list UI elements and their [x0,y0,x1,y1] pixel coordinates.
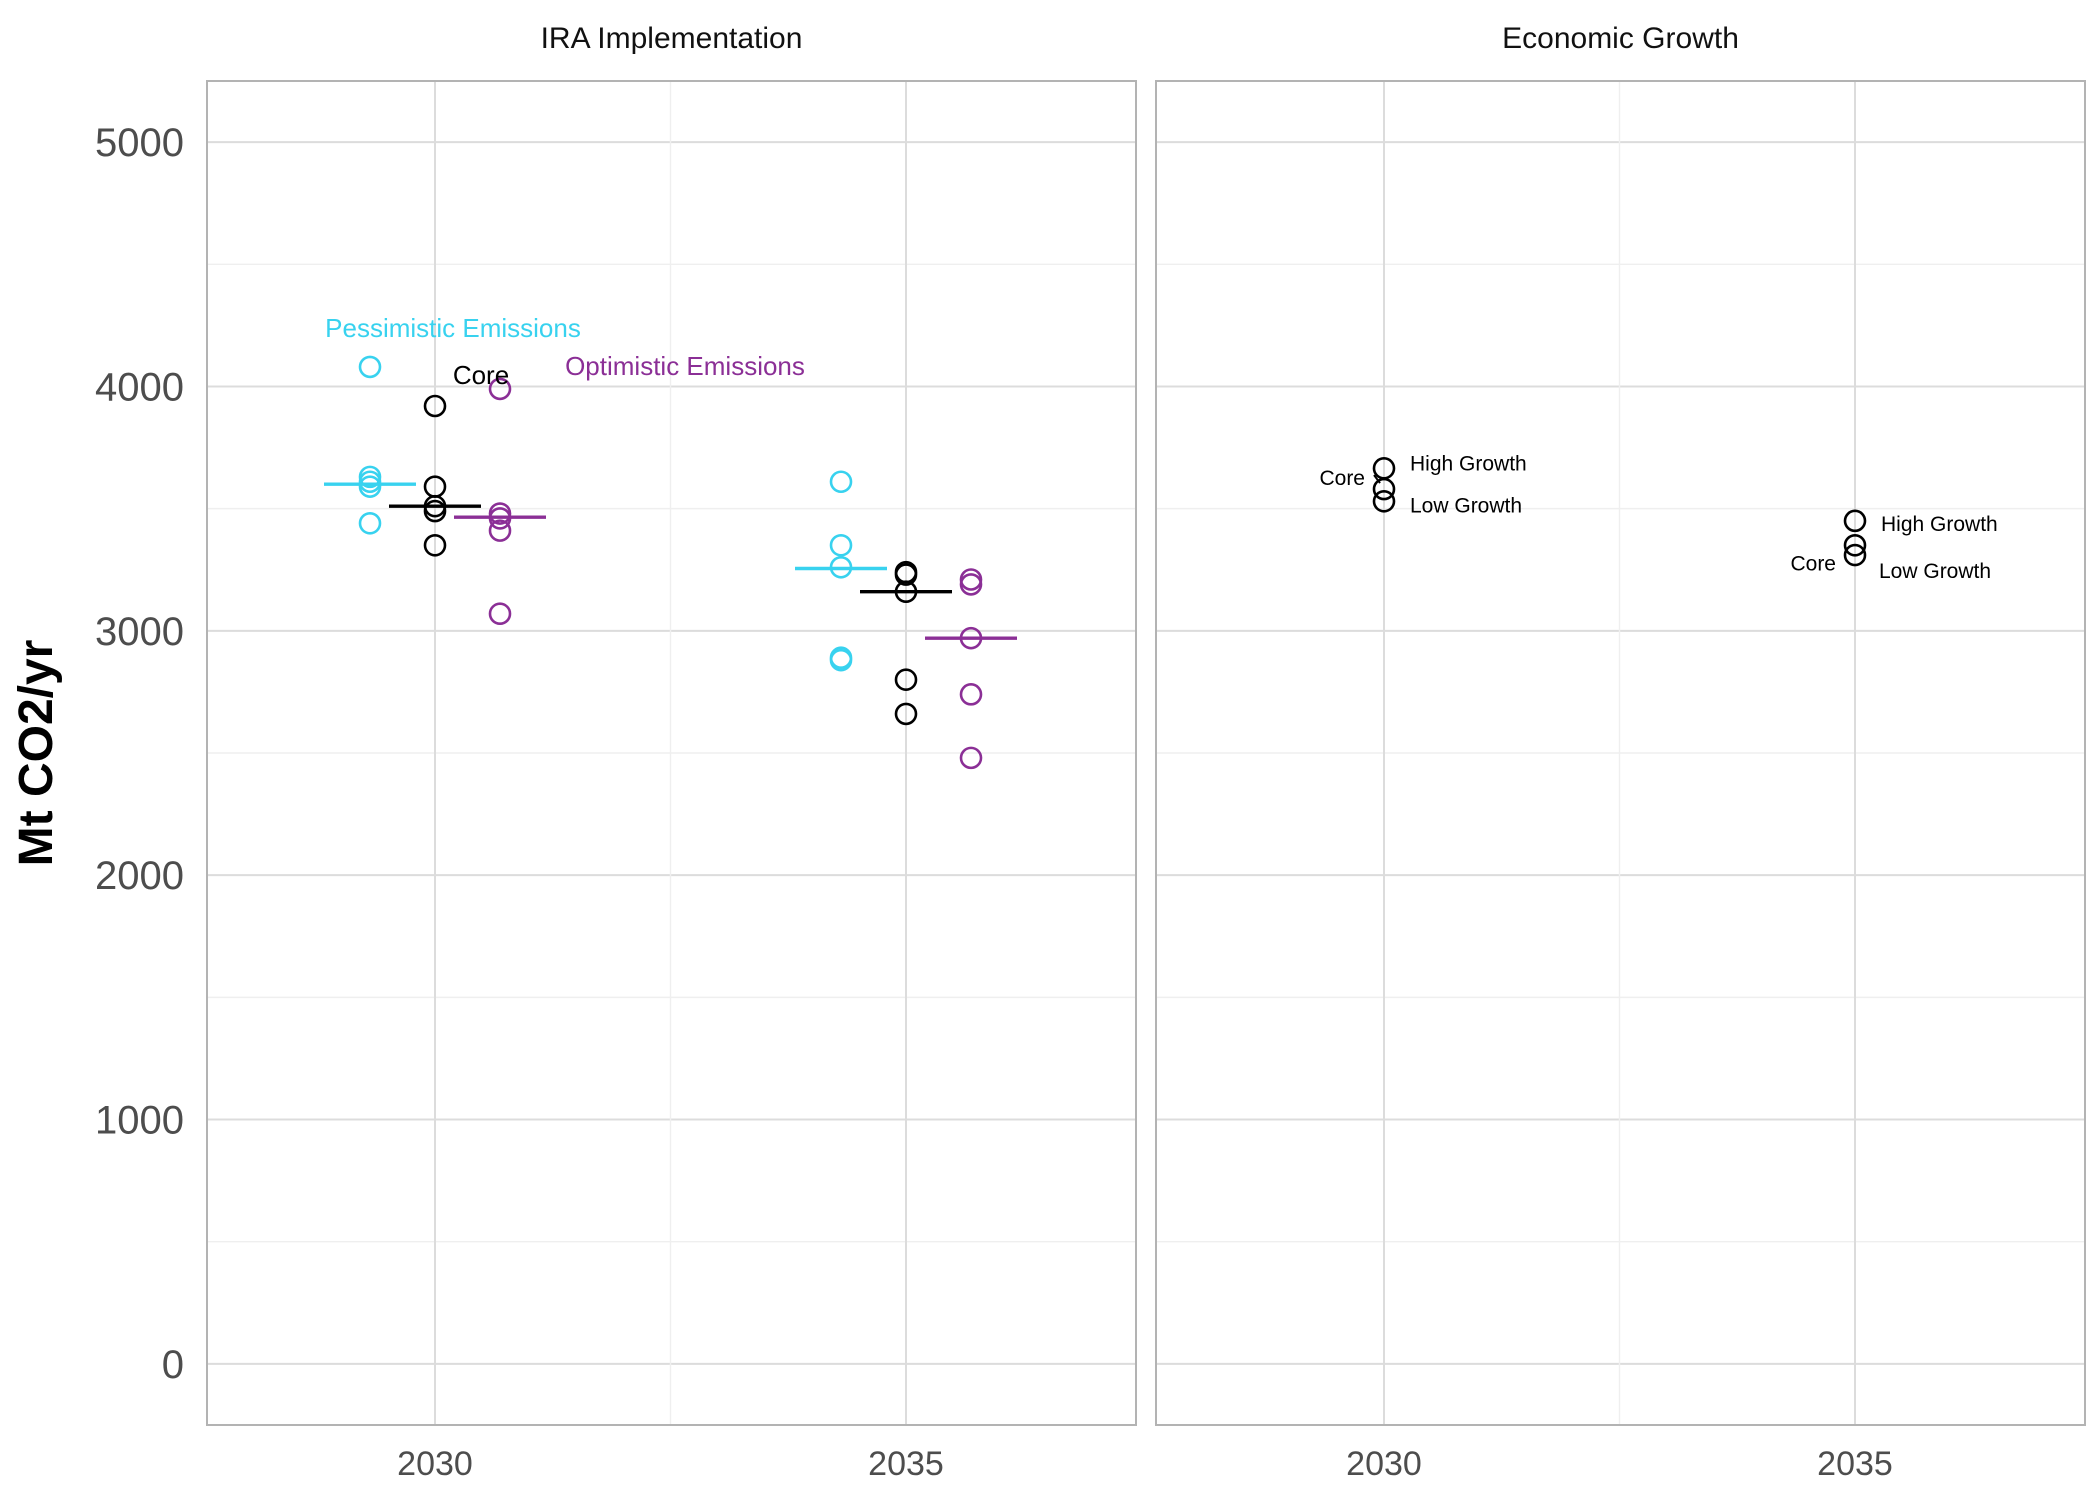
scatter-point [488,602,512,626]
x-tick-label: 2030 [397,1445,473,1483]
series-label: Core [453,360,509,390]
y-tick-label: 1000 [95,1099,184,1143]
y-tick-label: 0 [162,1343,184,1387]
scatter-point [1843,533,1867,557]
scatter-point [358,475,382,498]
y-tick-label: 2000 [95,854,184,898]
scatter-point [894,563,918,586]
series-label: Optimistic Emissions [565,351,805,381]
y-tick-label: 3000 [95,610,184,654]
x-tick-label: 2035 [868,1445,944,1483]
scatter-point [894,668,918,691]
scatter-point [1372,477,1396,501]
scatter-point [358,511,382,535]
scatter-point [1843,509,1867,533]
scatter-point [959,683,983,706]
label-leader-line [1373,474,1381,484]
scatter-point [959,568,983,591]
scatter-point [829,470,853,494]
scatter-point [423,394,447,418]
point-label: High Growth [1410,452,1527,475]
point-label: Low Growth [1410,494,1522,517]
panel-title-ira-implementation: IRA Implementation [541,22,803,55]
scatter-point [488,519,512,542]
point-label: High Growth [1881,513,1998,536]
y-tick-label: 5000 [95,121,184,165]
point-label: Core [1319,467,1365,490]
scatter-point [423,499,447,523]
scatter-point [959,573,983,596]
point-label: Low Growth [1879,560,1991,583]
scatter-point [423,533,447,557]
scatter-point [1843,543,1867,567]
y-tick-label: 4000 [95,365,184,409]
scatter-point [358,355,382,379]
scatter-point [894,702,918,726]
scatter-point [488,377,512,401]
y-axis-label: Mt CO2/yr [10,640,63,867]
series-label: Pessimistic Emissions [325,313,581,343]
scatter-point [959,746,983,770]
panel-border [1155,80,2086,1426]
panel-border [206,80,1137,1426]
scatter-point [829,648,853,672]
scatter-point [829,533,853,557]
x-tick-label: 2035 [1817,1445,1893,1483]
x-tick-label: 2030 [1346,1445,1422,1483]
scatter-point [358,470,382,494]
point-label: Core [1790,552,1836,575]
scatter-point [1372,490,1396,513]
panel-title-economic-growth: Economic Growth [1502,22,1739,55]
